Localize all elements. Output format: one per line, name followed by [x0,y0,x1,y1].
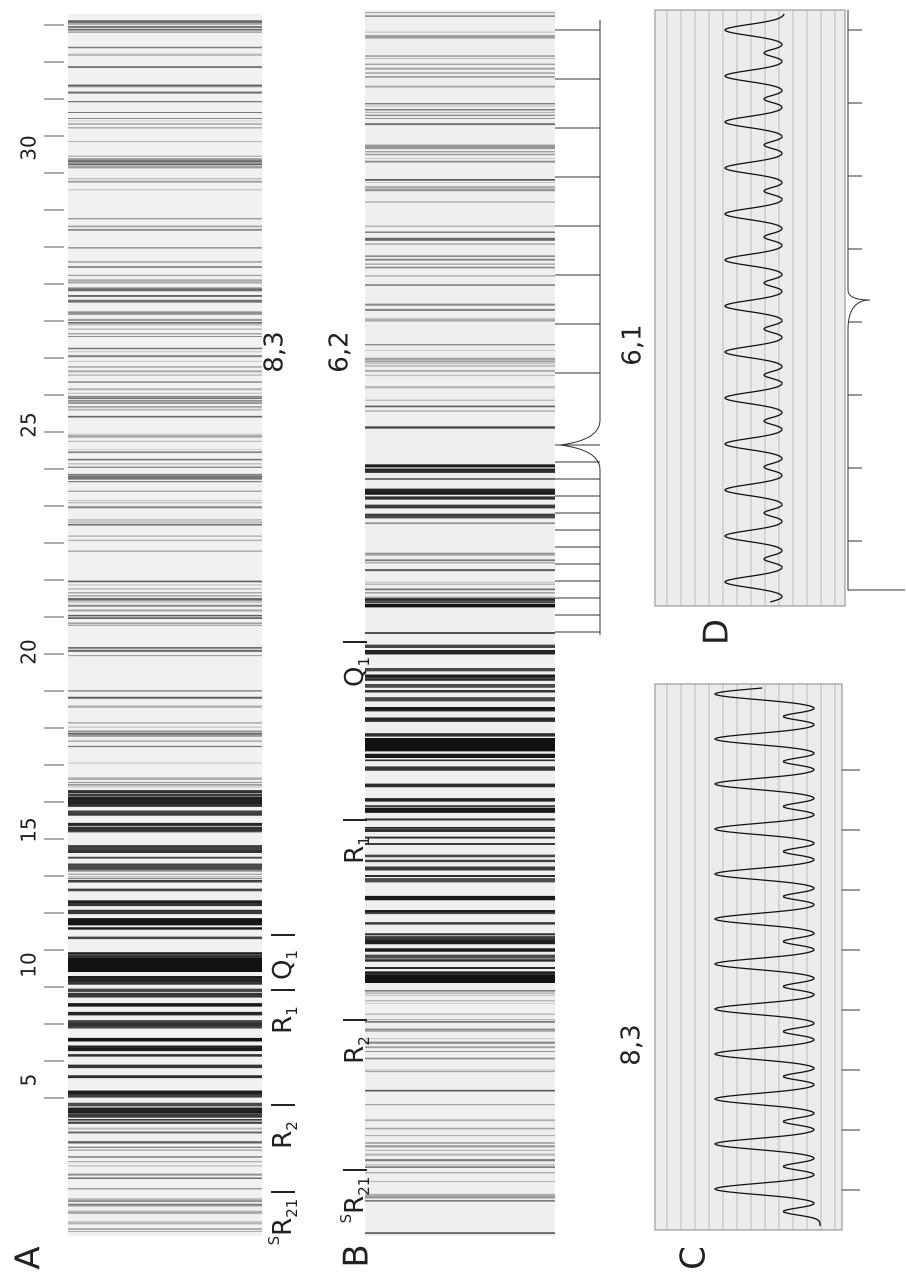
branch-sub: 1 [283,1006,301,1016]
branch-main: R [268,1131,298,1149]
dark-band [365,975,555,983]
bracket-curve [560,420,600,635]
band-label: 6,1 [618,324,648,365]
scale-label: 5 [17,1074,41,1087]
panel-letter: B [337,1244,377,1267]
branch-main: Q [340,667,370,687]
branch-main: R [268,1016,298,1034]
branch-main: R [268,1218,298,1236]
figure: 30252015105ABCD8,36,28,36,1Q1R1R2SR21Q1R… [0,0,906,1286]
branch-sub: 21 [283,1199,301,1218]
scale-label: 20 [17,639,41,664]
band-label: 6,2 [325,331,355,372]
branch-label: SR21 [265,1199,301,1246]
branch-sup: S [265,1236,283,1246]
branch-label: Q1 [340,657,373,687]
branch-label: R2 [340,1036,373,1064]
branch-sub: 21 [355,1177,373,1196]
scale-label: 10 [17,952,41,977]
panel-letter: D [697,619,737,645]
trace-c [655,684,842,1230]
scale-label: 30 [17,135,41,160]
scale-label: 15 [17,817,41,842]
spectrum-b [365,10,555,1236]
branch-sub: 2 [283,1121,301,1131]
band-label: 8,3 [260,331,290,372]
branch-label: R2 [268,1121,301,1149]
branch-main: R [340,1196,370,1214]
bracket-curve [848,290,905,590]
trace-d [655,10,845,606]
dark-band [68,958,262,972]
branch-main: R [340,846,370,864]
branch-sub: 1 [283,950,301,960]
band-label: 8,3 [617,1024,647,1065]
dark-band [365,738,555,750]
branch-sub: 1 [355,657,373,667]
branch-label: R1 [340,836,373,864]
panel-letter: A [9,1246,49,1269]
dark-band [68,797,262,804]
branch-sub: 2 [355,1036,373,1046]
scale-label: 25 [17,412,41,437]
panel-letter: C [674,1246,714,1270]
branch-main: Q [268,960,298,980]
branch-main: R [340,1046,370,1064]
branch-sub: 1 [355,836,373,846]
branch-label: Q1 [268,950,301,980]
branch-sup: S [337,1214,355,1224]
branch-label: R1 [268,1006,301,1034]
